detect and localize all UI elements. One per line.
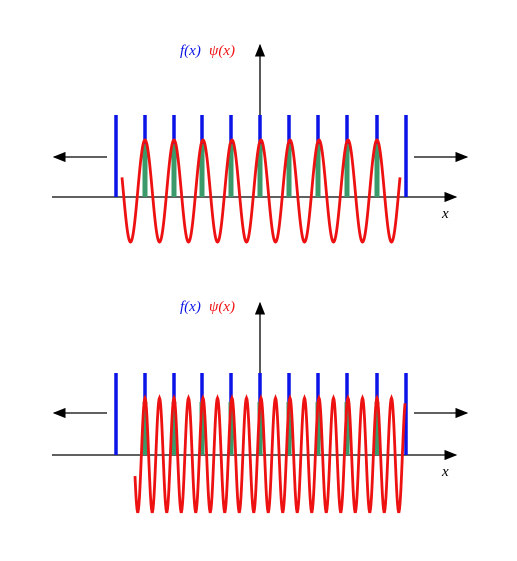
panel: f(x) ψ(x) x: [52, 43, 469, 244]
panel: f(x) ψ(x) x: [52, 299, 469, 514]
f-label: f(x): [180, 43, 201, 59]
wave: [120, 138, 402, 244]
psi-label: ψ(x): [209, 43, 235, 59]
x-label: x: [441, 464, 449, 480]
f-label: f(x): [180, 299, 201, 315]
wave: [133, 394, 407, 514]
psi-label: ψ(x): [209, 299, 235, 315]
x-label: x: [441, 206, 449, 222]
